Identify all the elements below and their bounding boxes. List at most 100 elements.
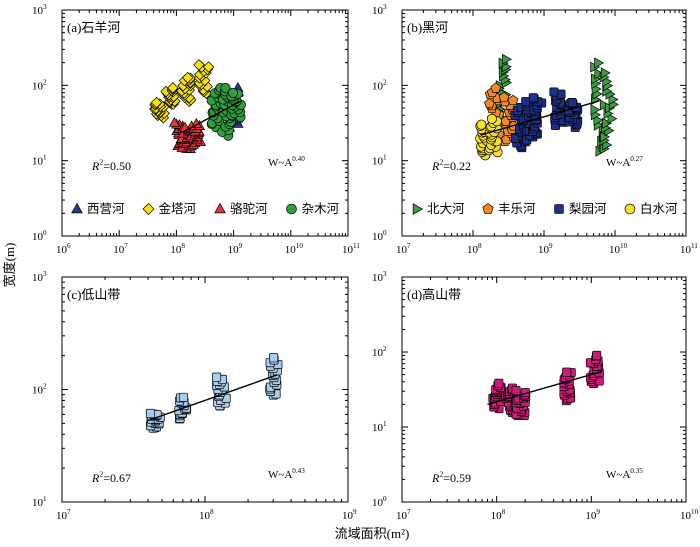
data-point — [592, 350, 602, 360]
data-point — [168, 116, 180, 127]
legend-marker — [482, 203, 494, 214]
x-tick-label: 1011 — [680, 242, 698, 256]
data-point — [599, 99, 610, 111]
y-tick-label: 102 — [32, 383, 47, 397]
data-point — [167, 82, 179, 94]
series-低山带 — [145, 353, 283, 433]
series-北大河 — [492, 53, 619, 157]
legend-label: 梨园河 — [569, 202, 607, 216]
y-tick-label: 102 — [372, 345, 387, 359]
legend-marker — [71, 202, 83, 214]
y-tick-label: 103 — [32, 270, 47, 284]
data-point — [594, 57, 605, 69]
legend-label: 金塔河 — [159, 201, 197, 216]
x-tick-label: 109 — [585, 508, 600, 522]
panel-c: 107 108 109 101 102 103 (c)低山带 R2=0.67 W~A0.43 — [32, 270, 357, 522]
data-point — [521, 97, 531, 107]
y-tick-label: 101 — [32, 154, 47, 168]
series-梨园河 — [510, 87, 583, 153]
r-squared-label: R2=0.67 — [91, 470, 131, 485]
data-point — [476, 119, 487, 130]
legend-marker — [286, 203, 297, 215]
data-point — [608, 93, 619, 106]
legend-marker — [554, 204, 564, 214]
y-tick-label: 102 — [32, 78, 47, 92]
data-point — [145, 408, 155, 418]
data-point — [193, 59, 205, 71]
data-point — [567, 98, 577, 108]
data-point — [607, 113, 618, 125]
series-金塔河 — [149, 59, 215, 124]
panel-b: 107 108 109 1010 1011 100 101 102 103 (b)黑河 R2=0.2… — [372, 3, 698, 256]
legend-label: 杂木河 — [302, 202, 340, 216]
x-tick-label: 107 — [56, 508, 71, 522]
panel-title: (a)石羊河 — [67, 20, 120, 35]
data-point — [502, 53, 512, 65]
y-tick-label: 100 — [32, 229, 47, 243]
x-tick-label: 1011 — [342, 242, 360, 256]
series-高山带 — [488, 350, 604, 421]
data-point — [202, 61, 215, 73]
legend-marker — [142, 203, 155, 215]
x-tick-label: 109 — [342, 508, 357, 522]
fit-line — [182, 99, 243, 133]
plot-frame — [61, 276, 349, 503]
y-tick-label: 103 — [372, 3, 387, 17]
power-law-label: W~A0.35 — [606, 467, 643, 481]
data-point — [528, 93, 538, 103]
legend-label: 丰乐河 — [498, 202, 536, 216]
power-law-label: W~A0.40 — [268, 155, 305, 169]
data-point — [590, 104, 601, 116]
data-point — [220, 82, 231, 93]
panel-title: (d)高山带 — [407, 287, 461, 302]
x-tick-label: 108 — [170, 242, 185, 256]
legend-label: 白水河 — [640, 201, 678, 216]
data-point — [494, 378, 504, 388]
legend-label: 西营河 — [87, 202, 125, 216]
data-point — [227, 87, 238, 98]
data-point — [150, 96, 163, 109]
legend-label: 北大河 — [427, 202, 465, 216]
plot-frame — [401, 276, 687, 503]
y-tick-label: 101 — [32, 495, 47, 509]
data-point — [600, 67, 611, 79]
power-law-label: W~A0.27 — [606, 155, 643, 169]
data-point — [212, 372, 222, 382]
data-point — [490, 82, 502, 93]
panel-title: (b)黑河 — [407, 20, 448, 35]
panel-d: 107 108 109 1010 100 101 102 103 (d)高山带 R2=0.59 W~… — [372, 270, 699, 522]
legend-marker — [624, 203, 636, 215]
series-杂木河 — [206, 82, 246, 141]
data-point — [507, 94, 519, 106]
power-law-label: W~A0.43 — [268, 467, 305, 481]
r-squared-label: R2=0.50 — [91, 158, 131, 173]
fit-line — [147, 374, 278, 422]
data-point — [269, 353, 279, 363]
x-tick-label: 108 — [199, 508, 214, 522]
y-tick-label: 100 — [372, 229, 387, 243]
panel-a: 106 107 108 109 1010 1011 100 101 102 103 (a)石羊河 R2… — [32, 3, 360, 256]
legend-marker — [412, 203, 424, 215]
x-tick-label: 1010 — [609, 242, 628, 256]
data-point — [178, 392, 188, 402]
data-point — [549, 87, 559, 97]
x-tick-label: 107 — [396, 242, 411, 256]
y-tick-label: 100 — [372, 495, 387, 509]
y-tick-label: 101 — [372, 154, 387, 168]
r-squared-label: R2=0.22 — [431, 158, 471, 173]
legend-label: 骆驼河 — [230, 201, 268, 216]
x-tick-label: 109 — [538, 242, 553, 256]
data-point — [486, 113, 497, 124]
x-axis-label: 流域面积(m²) — [335, 526, 410, 541]
data-point — [511, 385, 521, 396]
x-tick-label: 1010 — [285, 242, 304, 256]
x-tick-label: 109 — [228, 242, 243, 256]
series-白水河 — [475, 113, 503, 161]
x-tick-label: 107 — [396, 508, 411, 522]
fit-line — [480, 100, 600, 136]
data-point — [498, 91, 510, 103]
x-tick-label: 108 — [467, 242, 482, 256]
fit-line — [487, 370, 603, 406]
x-tick-label: 1010 — [680, 508, 699, 522]
